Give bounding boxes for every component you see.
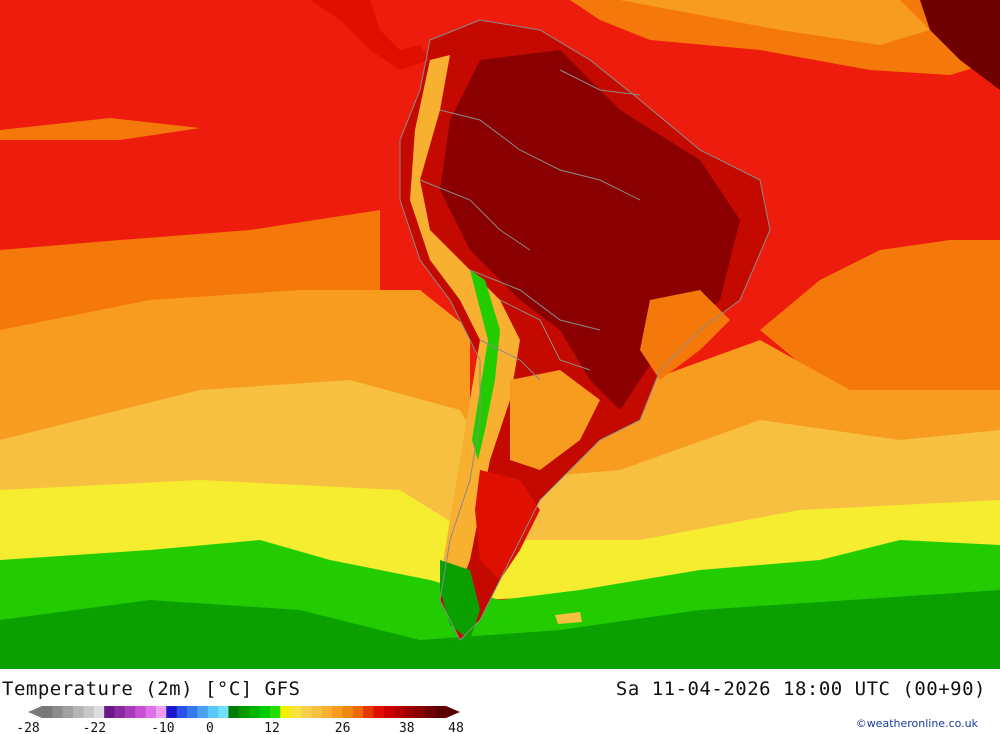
legend-swatch xyxy=(52,706,64,718)
legend-swatch xyxy=(300,706,312,718)
legend-swatch xyxy=(311,706,323,718)
legend-swatch xyxy=(166,706,178,718)
legend-swatch xyxy=(435,706,447,718)
forecast-datetime: Sa 11-04-2026 18:00 UTC (00+90) xyxy=(615,678,986,700)
legend-swatch xyxy=(363,706,374,718)
band-dark-green xyxy=(0,590,1000,669)
legend-arrow-right xyxy=(446,706,460,718)
legend-swatch xyxy=(342,706,354,718)
legend-swatch xyxy=(73,706,84,718)
falklands xyxy=(555,612,582,624)
legend-swatch xyxy=(176,706,188,718)
legend-tick-label: 38 xyxy=(399,721,415,734)
legend-swatch xyxy=(259,706,271,718)
footer: Temperature (2m) [°C] GFS Sa 11-04-2026 … xyxy=(0,669,1000,734)
west-pacific-streak xyxy=(0,118,200,140)
band-orange-east xyxy=(760,240,1000,410)
brazil-coast-orange xyxy=(640,290,730,380)
legend-swatch xyxy=(207,706,219,718)
legend-swatch xyxy=(42,706,53,718)
legend-swatch xyxy=(114,706,126,718)
legend-swatch xyxy=(425,706,437,718)
temperature-legend: -28 -22 -10 0 12 26 38 48 xyxy=(16,706,464,734)
legend-swatch xyxy=(104,706,116,718)
legend-tick-label: 26 xyxy=(335,721,351,734)
legend-swatch xyxy=(228,706,240,718)
legend-swatch xyxy=(383,706,395,718)
legend-swatch xyxy=(187,706,198,718)
legend-swatch xyxy=(124,706,136,718)
band-light-orange-north xyxy=(620,0,930,45)
legend-swatch xyxy=(197,706,209,718)
legend-tick-label: -10 xyxy=(151,721,174,734)
legend-swatch xyxy=(145,706,157,718)
andes-green-peaks xyxy=(470,270,500,460)
legend-swatch xyxy=(238,706,250,718)
caribbean-islands xyxy=(920,0,1000,90)
legend-swatch xyxy=(93,706,105,718)
legend-ticks: -28 -22 -10 0 12 26 38 48 xyxy=(16,721,464,734)
legend-swatch xyxy=(414,706,426,718)
legend-swatch xyxy=(218,706,229,718)
legend-swatch xyxy=(352,706,364,718)
legend-tick-label: 12 xyxy=(264,721,280,734)
central-america xyxy=(310,0,430,70)
legend-swatch xyxy=(290,706,302,718)
legend-swatch xyxy=(83,706,95,718)
legend-swatch xyxy=(332,706,343,718)
temperature-map xyxy=(0,0,1000,669)
legend-swatch xyxy=(280,706,292,718)
legend-swatch xyxy=(62,706,74,718)
legend-swatches xyxy=(28,706,460,718)
legend-swatch xyxy=(269,706,281,718)
patagonia-red xyxy=(475,470,540,580)
legend-swatch xyxy=(373,706,385,718)
legend-arrow-left xyxy=(28,706,42,718)
legend-tick-label: -22 xyxy=(83,721,106,734)
legend-swatch xyxy=(321,706,333,718)
legend-tick-label: 0 xyxy=(206,721,214,734)
legend-swatch xyxy=(394,706,406,718)
credit-link[interactable]: ©weatheronline.co.uk xyxy=(855,717,978,730)
legend-swatch xyxy=(404,706,416,718)
legend-swatch xyxy=(155,706,167,718)
legend-tick-label: -28 xyxy=(16,721,39,734)
legend-tick-label: 48 xyxy=(448,721,464,734)
country-borders xyxy=(399,19,771,641)
pampas-amber xyxy=(510,370,600,470)
legend-swatch xyxy=(135,706,147,718)
legend-swatch xyxy=(249,706,261,718)
map-title: Temperature (2m) [°C] GFS xyxy=(2,678,301,700)
